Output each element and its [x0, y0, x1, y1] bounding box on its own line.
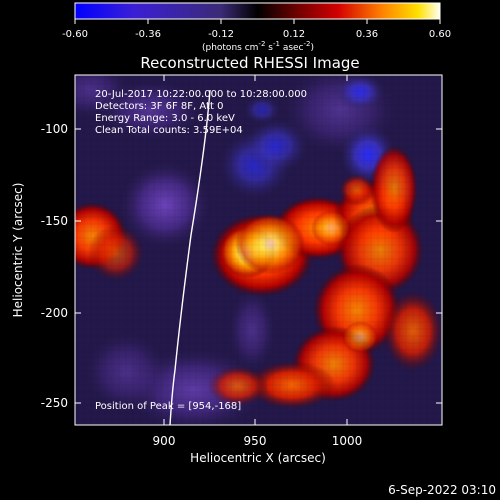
- observation-time-range: 20-Jul-2017 10:22:00.000 to 10:28:00.000: [95, 89, 307, 100]
- rhessi-image-region: [75, 75, 442, 425]
- detector-info: Detectors: 3F 6F 8F, Att 0: [95, 101, 223, 112]
- energy-range-info: Energy Range: 3.0 - 6.0 keV: [95, 113, 235, 124]
- plot-title: Reconstructed RHESSI Image: [140, 54, 359, 72]
- x-axis-label: Heliocentric X (arcsec): [190, 451, 326, 465]
- solar-limb-contour: [169, 89, 211, 425]
- colorbar-tick-label: 0.36: [356, 29, 378, 40]
- y-axis-tick-label: -200: [41, 306, 68, 320]
- plot-frame: [74, 74, 443, 426]
- peak-position-label: Position of Peak = [954,-168]: [95, 401, 241, 412]
- y-axis-tick-label: -100: [41, 122, 68, 136]
- colorbar-ticks: [74, 19, 441, 24]
- x-axis-ticks: [163, 75, 348, 425]
- x-axis-tick-label: 900: [153, 434, 176, 448]
- y-axis-tick-label: -150: [41, 214, 68, 228]
- y-axis-ticks: [75, 128, 442, 404]
- footer-timestamp: 6-Sep-2022 03:10: [388, 483, 496, 497]
- clean-total-counts: Clean Total counts: 3.59E+04: [95, 125, 243, 136]
- colorbar-tick-label: 0.60: [429, 29, 451, 40]
- colorbar-tick-label: 0.12: [283, 29, 305, 40]
- x-axis-tick-label: 1000: [332, 434, 363, 448]
- y-axis-tick-label: -250: [41, 396, 68, 410]
- colorbar-unit-label: (photons cm-2 s-1 asec-2): [202, 40, 314, 53]
- x-axis-tick-label: 950: [244, 434, 267, 448]
- colorbar-tick-label: -0.60: [62, 29, 88, 40]
- colorbar-tick-label: -0.12: [208, 29, 234, 40]
- colorbar: [74, 2, 441, 20]
- colorbar-tick-label: -0.36: [135, 29, 161, 40]
- y-axis-label: Heliocentric Y (arcsec): [11, 183, 25, 318]
